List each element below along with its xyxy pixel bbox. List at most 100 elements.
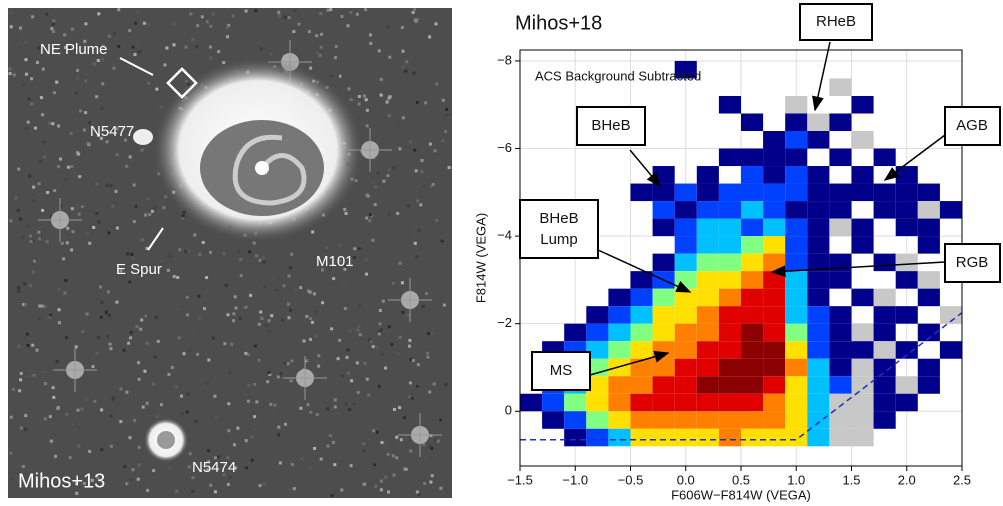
noise-pixel [412, 11, 415, 14]
noise-pixel [186, 410, 189, 413]
hess-cell [896, 254, 918, 272]
noise-pixel [404, 70, 407, 73]
noise-pixel [110, 415, 113, 418]
hess-cell [653, 359, 675, 377]
hess-cell [763, 341, 785, 359]
noise-pixel [306, 403, 309, 406]
noise-pixel [12, 388, 15, 391]
noise-pixel [25, 73, 28, 76]
noise-pixel [180, 395, 183, 398]
hess-cell [631, 394, 653, 412]
noise-pixel [86, 312, 89, 315]
noise-pixel [368, 219, 371, 222]
noise-pixel [338, 244, 341, 247]
noise-pixel [138, 50, 141, 53]
noise-pixel [100, 282, 103, 285]
hess-cell [697, 359, 719, 377]
hess-cell [741, 306, 763, 324]
noise-pixel [140, 318, 143, 321]
noise-pixel [32, 186, 35, 189]
annotation: BHeB [591, 117, 630, 134]
noise-pixel [446, 116, 449, 119]
noise-pixel [317, 354, 320, 357]
noise-pixel [263, 285, 266, 288]
noise-pixel [46, 240, 49, 243]
noise-pixel [341, 15, 344, 18]
noise-pixel [187, 250, 190, 253]
noise-pixel [186, 296, 189, 299]
hess-cell [741, 149, 763, 167]
noise-pixel [286, 362, 289, 365]
noise-pixel [277, 426, 280, 429]
noise-pixel [358, 247, 361, 250]
noise-pixel [24, 58, 27, 61]
hess-cell [675, 254, 697, 272]
noise-pixel [258, 359, 261, 362]
noise-pixel [229, 476, 232, 479]
noise-pixel [111, 205, 114, 208]
hess-cell [896, 376, 918, 394]
noise-pixel [53, 189, 56, 192]
noise-pixel [151, 210, 154, 213]
noise-pixel [365, 273, 368, 276]
hess-cell [763, 131, 785, 149]
hess-cell [785, 113, 807, 131]
noise-pixel [28, 375, 31, 378]
noise-pixel [43, 155, 46, 158]
hess-cell [785, 184, 807, 202]
noise-pixel [278, 410, 281, 413]
x-tick-label: 0.5 [732, 472, 750, 487]
noise-pixel [51, 122, 54, 125]
noise-pixel [203, 307, 206, 310]
noise-pixel [416, 491, 419, 494]
noise-pixel [207, 359, 210, 362]
noise-pixel [405, 468, 408, 471]
noise-pixel [405, 60, 408, 63]
noise-pixel [415, 255, 418, 258]
noise-pixel [70, 165, 73, 168]
noise-pixel [100, 448, 103, 451]
hess-cell [719, 411, 741, 429]
noise-pixel [162, 206, 165, 209]
noise-pixel [50, 27, 53, 30]
hess-cell [631, 359, 653, 377]
noise-pixel [69, 456, 72, 459]
noise-pixel [198, 253, 201, 256]
noise-pixel [173, 275, 176, 278]
hess-cell [785, 201, 807, 219]
noise-pixel [365, 194, 368, 197]
noise-pixel [78, 213, 81, 216]
noise-pixel [223, 342, 226, 345]
noise-pixel [309, 67, 312, 70]
noise-pixel [381, 353, 384, 356]
noise-pixel [52, 30, 55, 33]
hess-cell [697, 324, 719, 342]
hess-cell [719, 149, 741, 167]
noise-pixel [358, 469, 361, 472]
noise-pixel [382, 300, 385, 303]
noise-pixel [135, 205, 138, 208]
hess-cell [697, 394, 719, 412]
noise-pixel [363, 483, 366, 486]
noise-pixel [22, 465, 25, 468]
noise-pixel [380, 480, 383, 483]
noise-pixel [152, 383, 155, 386]
noise-pixel [92, 226, 95, 229]
noise-pixel [78, 175, 81, 178]
noise-pixel [188, 349, 191, 352]
noise-pixel [209, 56, 212, 59]
noise-pixel [169, 255, 172, 258]
noise-pixel [416, 385, 419, 388]
noise-pixel [123, 349, 126, 352]
noise-pixel [327, 445, 330, 448]
noise-pixel [238, 414, 241, 417]
noise-pixel [366, 378, 369, 381]
hess-cell [675, 236, 697, 254]
hess-cell [653, 201, 675, 219]
noise-pixel [384, 367, 387, 370]
hess-cell [653, 184, 675, 202]
noise-pixel [320, 46, 323, 49]
hess-cell [785, 254, 807, 272]
noise-pixel [291, 359, 294, 362]
hess-cell [542, 394, 564, 412]
